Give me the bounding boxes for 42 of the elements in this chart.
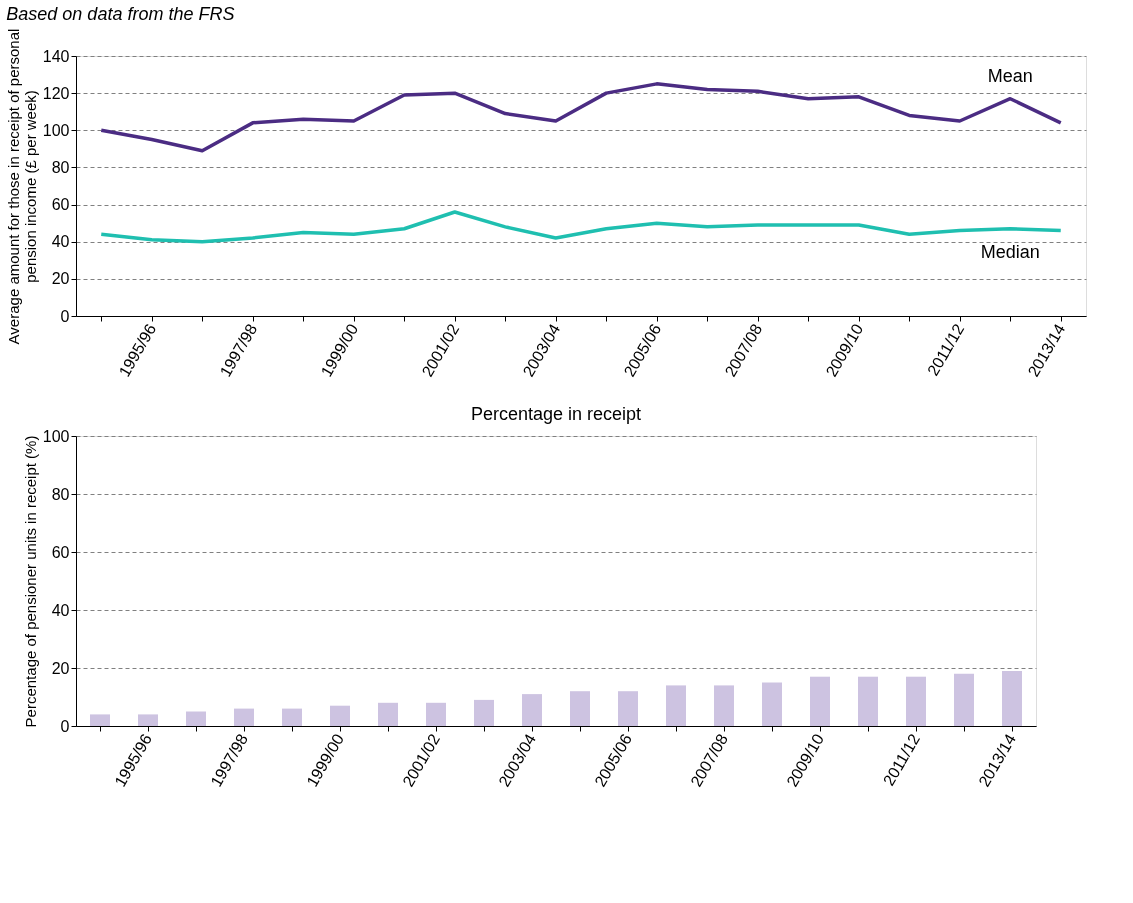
bar xyxy=(762,682,782,726)
y-tick-label: 0 xyxy=(60,307,70,325)
y-tick-label: 100 xyxy=(42,121,70,139)
bar xyxy=(138,714,158,726)
y-tick-label: 120 xyxy=(42,84,70,102)
y-tick-label: 40 xyxy=(51,601,70,619)
bar xyxy=(1002,670,1022,726)
y-tick-label: 20 xyxy=(51,270,70,288)
bar xyxy=(330,705,350,726)
bar xyxy=(378,702,398,726)
y-tick-label: 20 xyxy=(51,659,70,677)
bar xyxy=(234,708,254,726)
y-axis-title: Percentage of pensioner units in receipt (%) xyxy=(21,435,39,728)
bar xyxy=(474,699,494,726)
y-tick-label: 60 xyxy=(51,543,70,561)
bar xyxy=(186,711,206,726)
y-tick-label: 140 xyxy=(42,47,70,65)
bar xyxy=(810,676,830,726)
series-label: Median xyxy=(980,241,1040,262)
bar xyxy=(618,691,638,726)
bar xyxy=(858,676,878,726)
bar xyxy=(666,685,686,726)
y-tick-label: 80 xyxy=(51,485,70,503)
series-label: Mean xyxy=(987,65,1033,86)
y-axis-title: Average amount for those in receipt of personal pension income (£ per week) xyxy=(4,28,39,345)
y-tick-label: 0 xyxy=(60,717,70,735)
bar xyxy=(954,673,974,726)
line-series xyxy=(99,210,1063,244)
y-tick-label: 60 xyxy=(51,196,70,214)
chart-title: Percentage in receipt xyxy=(470,404,642,424)
bar xyxy=(522,694,542,726)
line-series xyxy=(99,82,1063,153)
bar xyxy=(570,691,590,726)
y-tick-label: 100 xyxy=(42,427,70,445)
chart-title: Based on data from the FRS xyxy=(6,4,235,25)
y-tick-label: 40 xyxy=(51,233,70,251)
bar xyxy=(426,702,446,726)
bar xyxy=(282,708,302,726)
y-tick-label: 80 xyxy=(51,158,70,176)
bar xyxy=(90,714,110,726)
bar xyxy=(714,685,734,726)
bar xyxy=(906,676,926,726)
